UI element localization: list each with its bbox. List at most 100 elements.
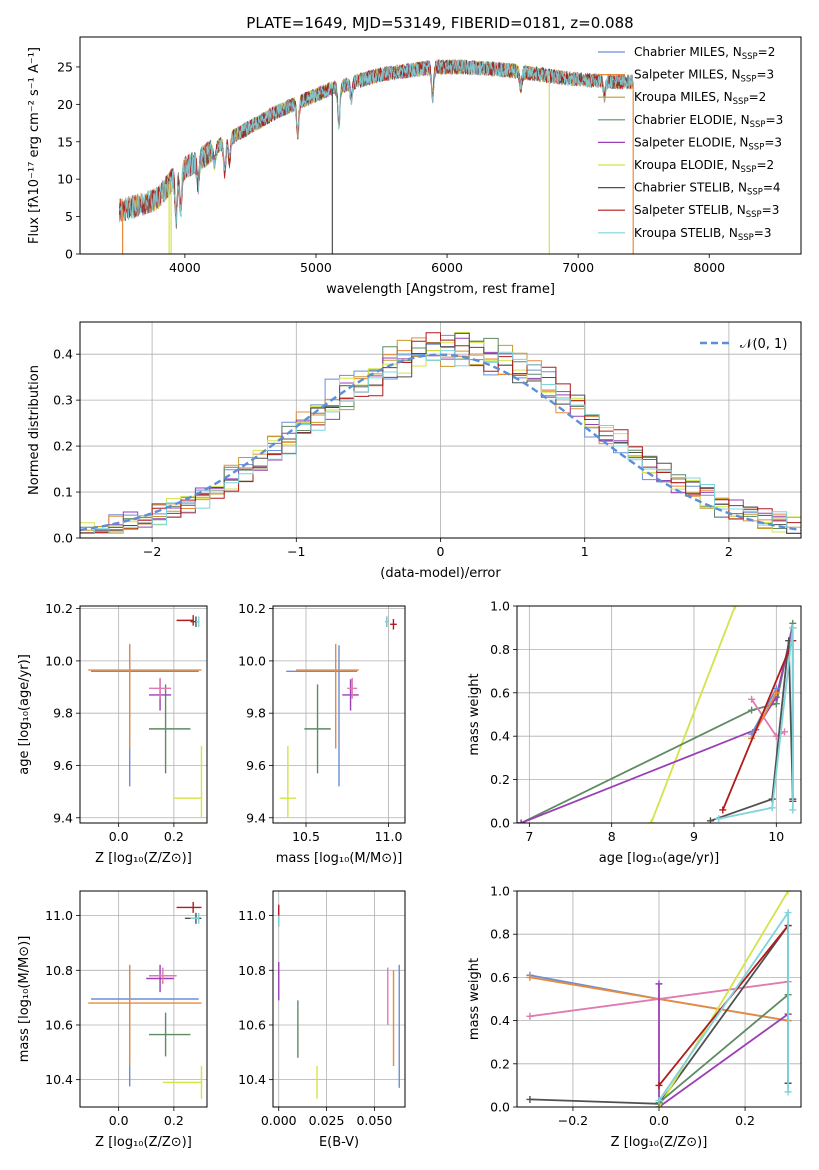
mass-weight-marker — [768, 804, 776, 812]
residuals-x-tick-label: −2 — [143, 544, 161, 559]
massweight_vs_age-y-tick-label: 0.2 — [490, 772, 510, 787]
legend-entry-value: =4 — [763, 181, 781, 195]
residuals-y-tick-label: 0.1 — [53, 485, 73, 500]
mass-weight-marker — [719, 806, 727, 814]
age_vs_mass-y-tick-label: 10.2 — [238, 601, 266, 616]
massweight_vs_Z-plot-area — [526, 891, 792, 1107]
legend-entry-subscript: SSP — [746, 210, 762, 220]
mass-weight-marker — [526, 1095, 534, 1103]
massweight_vs_age-y-tick-label: 0.0 — [490, 816, 510, 831]
legend-entry-text: Kroupa ELODIE, N — [634, 158, 741, 172]
legend-entry-text: Chabrier MILES, N — [634, 45, 742, 59]
residuals-x-tick-label: 1 — [581, 544, 589, 559]
legend-entry-value: =3 — [764, 135, 782, 149]
mass_vs_Z-y-tick-label: 10.8 — [45, 963, 73, 978]
mass-weight-series-line — [650, 606, 736, 823]
normal-distribution-curve — [80, 353, 801, 532]
legend-entry-text: Salpeter ELODIE, N — [634, 135, 748, 149]
mass_vs_ebv-axes: 0.000 0.025 0.050 10.4 10.6 10.8 11.0 E(B-V) — [238, 891, 405, 1150]
residuals-legend: 𝒩(0, 1) — [700, 337, 787, 352]
mass-weight-marker — [784, 891, 792, 895]
spectrum-x-tick-label: 8000 — [693, 260, 725, 275]
legend-entry-value: =2 — [749, 90, 767, 104]
legend-entry: Kroupa STELIB, NSSP=3 — [634, 226, 772, 243]
mass_vs_ebv-y-tick-label: 10.4 — [238, 1072, 266, 1087]
residuals-x-tick-label: 2 — [725, 544, 733, 559]
massweight_vs_Z-x-tick-label: −0.2 — [558, 1113, 588, 1128]
mass-weight-marker — [748, 706, 756, 714]
age_vs_mass-axes: 10.5 11.0 9.4 9.6 9.8 10.0 10.2 mass [log₁₀(M/M… — [238, 601, 405, 866]
spectrum-y-tick-label: 5 — [65, 209, 73, 224]
age_vs_mass-y-tick-label: 10.0 — [238, 653, 266, 668]
age_vs_Z-x-tick-label: 0.2 — [164, 829, 184, 844]
mass-weight-marker — [706, 817, 714, 823]
spectrum-y-tick-label: 0 — [65, 247, 73, 262]
mass_vs_ebv-x-tick-label: 0.025 — [309, 1113, 345, 1128]
legend-entry: 𝒩(0, 1) — [740, 337, 787, 352]
age_vs_mass-plot-area — [279, 616, 397, 818]
mass-weight-series-line — [718, 627, 794, 820]
spectrum-y-axis-label: Flux [fλ10⁻¹⁷ erg cm⁻² s⁻¹ A⁻¹] — [27, 47, 42, 244]
mass-weight-marker — [784, 909, 792, 917]
age_vs_mass-y-tick-label: 9.4 — [246, 810, 266, 825]
age_vs_Z-y-tick-label: 10.0 — [45, 653, 73, 668]
massweight_vs_Z-y-tick-label: 0.6 — [490, 970, 510, 985]
age_vs_mass-y-tick-label: 9.8 — [246, 706, 266, 721]
legend-entry-subscript: SSP — [738, 233, 754, 243]
legend-entry-value: =3 — [754, 226, 772, 240]
legend-entry: Kroupa ELODIE, NSSP=2 — [634, 158, 774, 175]
age_vs_Z-y-axis-label: age [log₁₀(age/yr)] — [17, 654, 32, 775]
mass_vs_Z-y-tick-label: 10.6 — [45, 1017, 73, 1032]
figure-panels: 4000 5000 6000 7000 80000510152025wavelength… — [17, 36, 802, 1150]
legend-entry-text: Chabrier STELIB, N — [634, 181, 747, 195]
residuals-y-tick-label: 0.0 — [53, 531, 73, 546]
spectrum-axes: 4000 5000 6000 7000 8000 0 5 10 15 20 25 wavelength… — [27, 47, 725, 297]
mass-weight-series-line — [710, 640, 794, 822]
legend-entry-subscript: SSP — [733, 97, 749, 107]
spectrum-title: PLATE=1649, MJD=53149, FIBERID=0181, z=0… — [246, 14, 633, 32]
legend-entry-text: Chabrier ELODIE, N — [634, 113, 750, 127]
age_vs_mass-x-tick-label: 10.5 — [292, 829, 320, 844]
age_vs_Z-plot-area — [88, 615, 203, 818]
legend-entry-text: Kroupa MILES, N — [634, 90, 733, 104]
legend-entry: Kroupa MILES, NSSP=2 — [634, 90, 766, 107]
mass_vs_Z-y-axis-label: mass [log₁₀(M/M⊙)] — [17, 936, 32, 1063]
residuals-y-tick-label: 0.3 — [53, 393, 73, 408]
mass_vs_Z-frame — [79, 890, 208, 1108]
legend-entry-subscript: SSP — [741, 165, 757, 175]
massweight_vs_age-plot-area — [517, 606, 797, 823]
massweight_vs_age-x-tick-label: 8 — [608, 829, 616, 844]
mass-weight-marker — [655, 1081, 663, 1089]
mass-weight-series-line — [658, 891, 789, 1107]
massweight_vs_Z-y-tick-label: 0.2 — [490, 1056, 510, 1071]
spectrum-x-tick-label: 7000 — [562, 260, 594, 275]
legend-entry-value: =3 — [762, 203, 780, 217]
spectrum-y-tick-label: 20 — [57, 97, 73, 112]
spectrum-plot-area — [118, 59, 634, 254]
residuals-plot-area — [80, 332, 801, 534]
age_vs_Z-y-tick-label: 10.2 — [45, 601, 73, 616]
massweight_vs_Z-y-axis-label: mass weight — [467, 958, 482, 1040]
massweight_vs_age-y-tick-label: 1.0 — [490, 599, 510, 614]
mass-weight-marker — [772, 689, 780, 697]
massweight_vs_age-x-tick-label: 9 — [690, 829, 698, 844]
massweight_vs_age-frame — [516, 605, 802, 824]
legend-entry-subscript: SSP — [750, 120, 766, 130]
mass-weight-marker — [789, 624, 797, 632]
mass-weight-series-line — [658, 983, 789, 1107]
massweight_vs_Z-y-tick-label: 0.4 — [490, 1013, 510, 1028]
spectrum-y-tick-label: 25 — [57, 59, 73, 74]
massweight_vs_age-y-tick-label: 0.6 — [490, 685, 510, 700]
mass-weight-marker — [655, 980, 663, 988]
mass_vs_Z-x-tick-label: 0.0 — [109, 1113, 129, 1128]
residuals-x-tick-label: 0 — [437, 544, 445, 559]
legend-entry-value: =2 — [758, 45, 776, 59]
mass-weight-marker — [781, 728, 789, 736]
legend-entry-subscript: SSP — [741, 75, 757, 85]
mass_vs_ebv-x-tick-label: 0.050 — [356, 1113, 392, 1128]
massweight_vs_Z-x-tick-label: 0.2 — [735, 1113, 755, 1128]
massweight_vs_Z-x-tick-label: 0.0 — [649, 1113, 669, 1128]
mass_vs_Z-plot-area — [88, 901, 203, 1099]
massweight_vs_age-y-tick-label: 0.8 — [490, 642, 510, 657]
